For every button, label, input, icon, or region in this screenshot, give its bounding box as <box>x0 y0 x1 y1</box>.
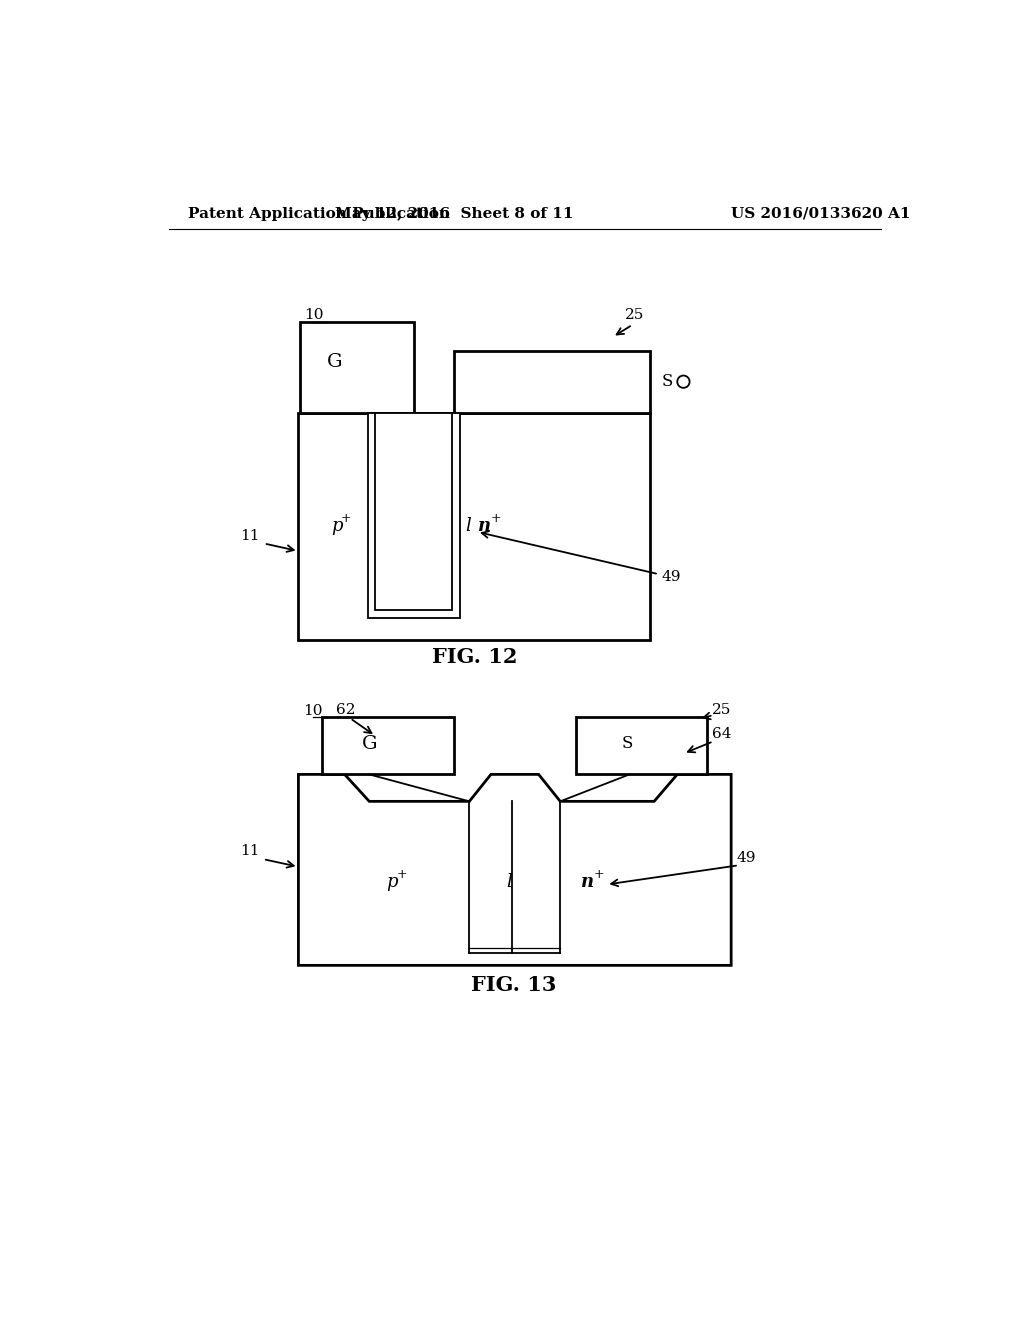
Text: 49: 49 <box>736 850 756 865</box>
Text: G: G <box>361 735 377 752</box>
Text: 10: 10 <box>304 309 324 322</box>
Text: 49: 49 <box>662 569 681 583</box>
Text: +: + <box>341 512 351 525</box>
Bar <box>575 717 707 775</box>
Bar <box>368 413 460 618</box>
Text: 64: 64 <box>712 727 731 742</box>
Polygon shape <box>298 775 731 965</box>
Text: n: n <box>581 874 594 891</box>
Text: 25: 25 <box>712 702 731 717</box>
Text: G: G <box>327 354 342 371</box>
Text: p: p <box>387 874 398 891</box>
Text: +: + <box>490 512 501 525</box>
Text: FIG. 12: FIG. 12 <box>432 647 517 668</box>
Text: FIG. 13: FIG. 13 <box>471 974 556 994</box>
Text: 62: 62 <box>336 702 355 717</box>
Text: US 2016/0133620 A1: US 2016/0133620 A1 <box>731 207 910 220</box>
Text: S: S <box>662 374 673 391</box>
Bar <box>454 351 650 412</box>
Text: 10: 10 <box>303 705 323 718</box>
Text: May 12, 2016  Sheet 8 of 11: May 12, 2016 Sheet 8 of 11 <box>335 207 573 220</box>
Text: 25: 25 <box>626 309 644 322</box>
Text: l: l <box>465 517 471 536</box>
Text: +: + <box>593 869 604 880</box>
Bar <box>376 413 453 610</box>
Text: l: l <box>507 874 512 891</box>
Text: +: + <box>396 869 407 880</box>
Text: 11: 11 <box>241 529 260 543</box>
Text: p: p <box>331 517 343 536</box>
Bar <box>322 717 454 775</box>
Text: S: S <box>622 735 633 752</box>
Text: Patent Application Publication: Patent Application Publication <box>188 207 451 220</box>
Bar <box>298 413 650 640</box>
Bar <box>300 322 414 412</box>
Text: n: n <box>478 517 492 536</box>
Text: 11: 11 <box>241 845 260 858</box>
